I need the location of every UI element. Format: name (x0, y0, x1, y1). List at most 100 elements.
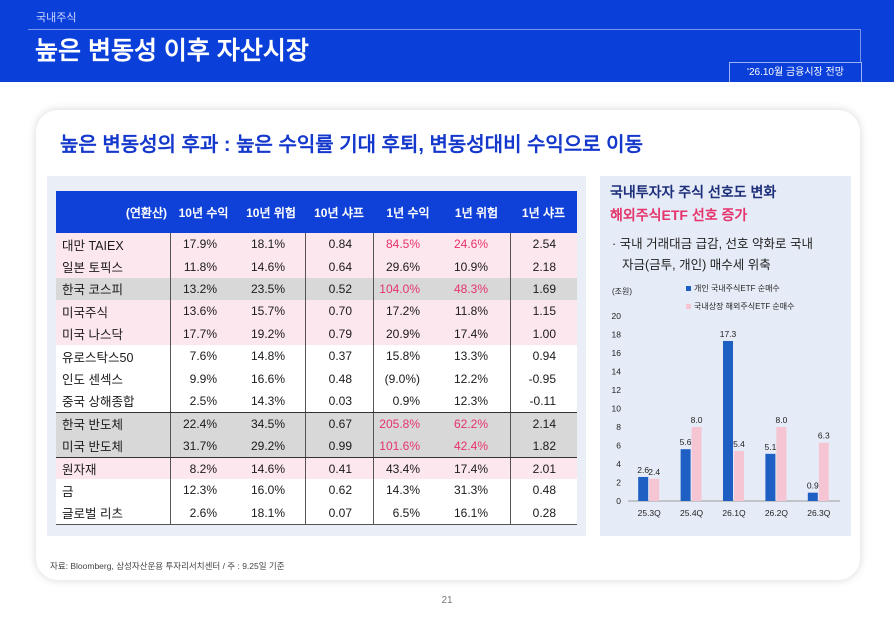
table-cell: 14.6% (250, 259, 285, 274)
table-cell: 13.3% (453, 349, 488, 364)
table-cell: 31.3% (453, 483, 488, 498)
table-row: 미국 나스닥 17.7% 19.2% 0.79 20.9% 17.4% 1.00 (56, 322, 577, 345)
table-body: 대만 TAIEX 17.9% 18.1% 0.84 84.5% 24.6% 2.54 일본 토… (56, 233, 577, 526)
row-label: 미국주식 (62, 305, 109, 320)
table-cell: 14.3% (250, 393, 285, 408)
bar (691, 427, 702, 501)
table-cell: 43.4% (373, 457, 443, 480)
row-label: 대만 TAIEX (62, 238, 124, 253)
column-header: 10년 위험 (246, 205, 296, 220)
bar (723, 340, 733, 501)
table-cell: 0.70 (305, 300, 373, 323)
data-label: 5.6 (680, 437, 692, 447)
table-cell: 101.6% (373, 434, 443, 457)
table-cell: 17.9% (170, 233, 237, 256)
table-cell: 62.2% (453, 416, 488, 431)
table-cell: 84.5% (373, 233, 443, 256)
data-label: 6.3 (818, 431, 830, 441)
table-cell: 29.6% (373, 255, 443, 278)
table-cell: 2.01 (510, 457, 577, 480)
x-tick-label: 25.4Q (680, 508, 704, 518)
table-cell: 13.2% (170, 277, 237, 301)
bar (776, 427, 787, 501)
column-header: 1년 위험 (454, 205, 499, 220)
table-cell: 16.6% (250, 371, 285, 386)
data-label: 5.1 (764, 442, 776, 452)
table-cell: 7.6% (170, 344, 237, 368)
card-heading: 높은 변동성의 후과 : 높은 수익률 기대 후퇴, 변동성대비 수익으로 이동 (60, 134, 643, 156)
table-cell: 18.1% (250, 237, 285, 252)
x-tick-label: 26.3Q (807, 508, 831, 518)
data-label: 5.4 (733, 439, 745, 449)
table-row: 한국 코스피 13.2% 23.5% 0.52 104.0% 48.3% 1.69 (56, 277, 577, 301)
y-tick-label: 2 (616, 478, 621, 488)
table-cell: 17.2% (373, 300, 443, 323)
page-title: 높은 변동성 이후 자산시장 (35, 37, 309, 65)
table-cell: 0.37 (305, 344, 373, 368)
returns-table: (연환산) 10년 수익 10년 위험 10년 샤프 1년 수익 1년 위험 1… (56, 191, 577, 526)
y-tick-label: 16 (612, 348, 622, 358)
table-cell: 48.3% (453, 281, 488, 296)
table-cell: 0.28 (510, 501, 577, 525)
table-row: 금 12.3% 16.0% 0.62 14.3% 31.3% 0.48 (56, 479, 577, 502)
table-cell: 0.64 (305, 255, 373, 278)
table-cell: 0.52 (305, 277, 373, 301)
bar (649, 478, 660, 501)
table-row: 원자재 8.2% 14.6% 0.41 43.4% 17.4% 2.01 (56, 456, 577, 480)
table-cell: 1.00 (510, 322, 577, 345)
y-tick-label: 6 (616, 441, 621, 451)
table-cell: 13.6% (170, 300, 237, 323)
data-label: 8.0 (691, 415, 703, 425)
table-cell: 0.48 (510, 479, 577, 502)
y-tick-label: 0 (616, 496, 621, 506)
table-cell: 12.3% (453, 393, 488, 408)
y-tick-label: 14 (612, 367, 622, 377)
table-row: 대만 TAIEX 17.9% 18.1% 0.84 84.5% 24.6% 2.54 (56, 233, 577, 256)
table-cell: 2.54 (510, 233, 577, 256)
table-cell: 17.4% (453, 326, 488, 341)
column-header: 10년 수익 (178, 205, 229, 220)
table-cell: 8.2% (170, 457, 237, 480)
x-tick-label: 25.3Q (638, 508, 662, 518)
table-cell: 1.69 (510, 277, 577, 301)
table-cell: 10.9% (453, 259, 488, 274)
table-cell: 42.4% (453, 438, 488, 453)
table-cell: 15.7% (250, 304, 285, 319)
data-label: 17.3 (720, 329, 737, 339)
report-tag: '26.10월 금융시장 전망 (729, 62, 862, 82)
bar (818, 442, 829, 501)
table-cell: 12.2% (453, 371, 488, 386)
table-cell: -0.11 (510, 389, 577, 413)
table-row: 인도 센섹스 9.9% 16.6% 0.48 (9.0%) 12.2% -0.95 (56, 367, 577, 390)
table-cell: 0.03 (305, 389, 373, 413)
source-note: 자료: Bloomberg, 삼성자산운용 투자리서치센터 / 주 : 9.25… (50, 561, 285, 571)
row-label: 글로벌 리츠 (62, 507, 123, 522)
table-cell: 17.7% (170, 322, 237, 345)
header-frame-line (28, 29, 861, 62)
table-cell: 2.14 (510, 413, 577, 435)
x-tick-label: 26.1Q (722, 508, 746, 518)
table-cell: 14.8% (250, 349, 285, 364)
table-cell: 0.07 (305, 501, 373, 525)
table-cell: (9.0%) (373, 367, 443, 390)
table-cell: 0.62 (305, 479, 373, 502)
table-cell: -0.95 (510, 367, 577, 390)
legend-label: 국내상장 해외주식ETF 순매수 (694, 301, 795, 311)
side-panel-bullet: · 국내 거래대금 급감, 선호 약화로 국내 (612, 237, 813, 251)
bar (638, 476, 649, 501)
data-label: 2.4 (648, 467, 660, 477)
table-row: 한국 반도체 22.4% 34.5% 0.67 205.8% 62.2% 2.14 (56, 412, 577, 435)
table-row: 글로벌 리츠 2.6% 18.1% 0.07 6.5% 16.1% 0.28 (56, 501, 577, 525)
data-label: 8.0 (775, 415, 787, 425)
table-cell: 2.5% (170, 389, 237, 413)
table-cell: 0.84 (305, 233, 373, 256)
legend-label: 개인 국내주식ETF 순매수 (694, 283, 780, 293)
table-cell: 29.2% (250, 438, 285, 453)
table-cell: 0.41 (305, 457, 373, 480)
column-header: 1년 수익 (386, 205, 430, 220)
table-cell: 205.8% (373, 413, 443, 435)
row-label: 한국 코스피 (62, 283, 123, 298)
table-cell: 17.4% (453, 461, 488, 476)
y-tick-label: 8 (616, 422, 621, 432)
table-cell: 0.9% (373, 389, 443, 413)
